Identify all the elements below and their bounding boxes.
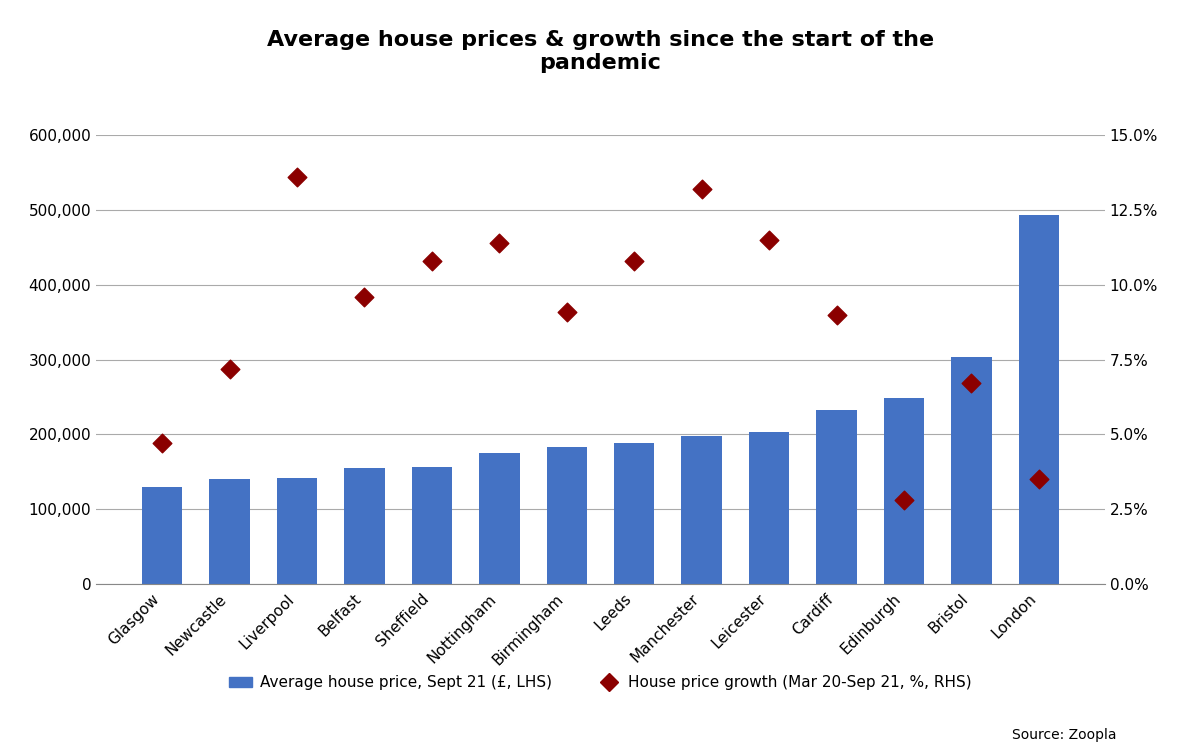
Bar xyxy=(209,479,250,584)
Text: Average house prices & growth since the start of the
pandemic: Average house prices & growth since the … xyxy=(267,30,934,73)
Point xyxy=(354,291,374,303)
Legend: Average house price, Sept 21 (£, LHS), House price growth (Mar 20-Sep 21, %, RHS: Average house price, Sept 21 (£, LHS), H… xyxy=(223,669,978,697)
Point xyxy=(827,309,847,321)
Bar xyxy=(276,478,317,584)
Point xyxy=(490,237,509,249)
Point xyxy=(895,494,914,506)
Point xyxy=(1029,473,1048,485)
Bar xyxy=(614,443,655,584)
Bar xyxy=(681,436,722,584)
Bar xyxy=(749,432,789,584)
Point xyxy=(153,437,172,449)
Bar xyxy=(1018,215,1059,584)
Bar xyxy=(951,357,992,584)
Point xyxy=(962,377,981,389)
Bar xyxy=(345,468,384,584)
Point xyxy=(220,363,239,374)
Bar xyxy=(412,467,452,584)
Bar xyxy=(546,447,587,584)
Point xyxy=(557,306,576,318)
Bar xyxy=(479,453,520,584)
Bar xyxy=(884,398,925,584)
Bar xyxy=(142,487,183,584)
Text: Source: Zoopla: Source: Zoopla xyxy=(1012,727,1117,742)
Point xyxy=(625,255,644,267)
Point xyxy=(287,171,306,183)
Point xyxy=(759,234,778,246)
Point xyxy=(692,183,711,195)
Bar xyxy=(817,410,856,584)
Point xyxy=(423,255,442,267)
